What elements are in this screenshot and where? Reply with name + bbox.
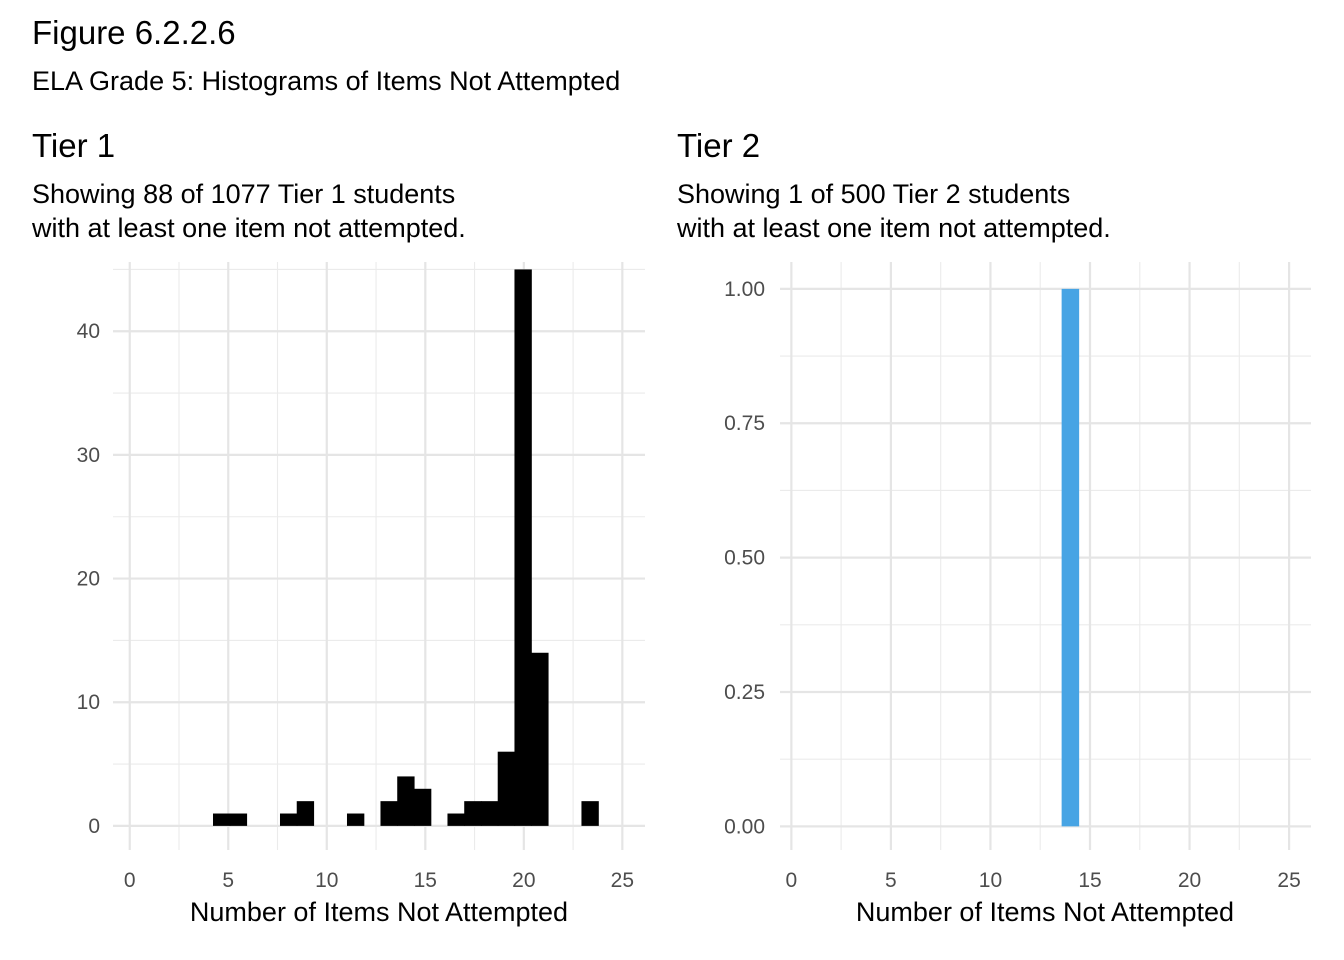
x-tick-label: 15 (414, 869, 437, 892)
x-axis-label: Number of Items Not Attempted (856, 897, 1234, 927)
y-tick-label: 0.75 (724, 412, 765, 435)
histogram-bar (229, 813, 248, 826)
panel-tier-1: Tier 1 Showing 88 of 1077 Tier 1 student… (31, 127, 645, 927)
bars (212, 269, 599, 826)
x-tick-label: 15 (1078, 869, 1101, 892)
x-tick-label: 10 (315, 869, 338, 892)
y-axis-ticks: 0 10 20 30 40 (77, 320, 100, 838)
y-tick-label: 40 (77, 320, 100, 343)
histogram-bar (397, 776, 415, 826)
x-axis-label: Number of Items Not Attempted (190, 897, 568, 927)
x-tick-label: 25 (611, 869, 634, 892)
panel-title: Tier 1 (32, 127, 115, 164)
histogram-bar (346, 813, 365, 826)
x-axis-ticks: 0 5 10 15 20 25 (786, 869, 1301, 892)
histogram-bar (380, 801, 398, 826)
panel-subtitle-line-2: with at least one item not attempted. (676, 213, 1111, 243)
x-tick-label: 20 (512, 869, 535, 892)
x-tick-label: 0 (786, 869, 798, 892)
y-tick-label: 0.00 (724, 815, 765, 838)
x-tick-label: 10 (979, 869, 1002, 892)
figure-subtitle: ELA Grade 5: Histograms of Items Not Att… (32, 66, 620, 96)
grid (113, 262, 645, 850)
x-tick-label: 0 (124, 869, 136, 892)
histogram-bar (514, 269, 532, 826)
panel-subtitle-line-1: Showing 88 of 1077 Tier 1 students (32, 179, 455, 209)
grid (780, 262, 1311, 850)
x-tick-label: 20 (1178, 869, 1201, 892)
y-tick-label: 0.50 (724, 547, 765, 570)
histogram-bar (212, 813, 231, 826)
y-tick-label: 20 (77, 568, 100, 591)
y-tick-label: 0 (88, 815, 100, 838)
histogram-bar (413, 788, 432, 826)
histogram-bar (447, 813, 465, 826)
x-tick-label: 25 (1277, 869, 1300, 892)
bars (1061, 288, 1080, 827)
figure-title: Figure 6.2.2.6 (32, 14, 236, 51)
y-axis-ticks: 0.00 0.25 0.50 0.75 1.00 (724, 278, 765, 838)
panel-subtitle-line-2: with at least one item not attempted. (31, 213, 466, 243)
y-tick-label: 30 (77, 444, 100, 467)
panel-tier-2: Tier 2 Showing 1 of 500 Tier 2 students … (676, 127, 1311, 927)
x-tick-label: 5 (885, 869, 897, 892)
histogram-bar (296, 801, 315, 826)
y-tick-label: 1.00 (724, 278, 765, 301)
histogram-bar (1061, 288, 1080, 827)
panel-title: Tier 2 (677, 127, 760, 164)
histogram-bar (581, 801, 599, 826)
histogram-bar (497, 751, 516, 826)
y-tick-label: 10 (77, 691, 100, 714)
x-axis-ticks: 0 5 10 15 20 25 (124, 869, 634, 892)
histogram-bar (279, 813, 298, 826)
x-tick-label: 5 (222, 869, 234, 892)
histogram-bar (464, 801, 482, 826)
histogram-bar (531, 652, 549, 826)
panel-subtitle-line-1: Showing 1 of 500 Tier 2 students (677, 179, 1070, 209)
histogram-bar (480, 801, 499, 826)
y-tick-label: 0.25 (724, 681, 765, 704)
